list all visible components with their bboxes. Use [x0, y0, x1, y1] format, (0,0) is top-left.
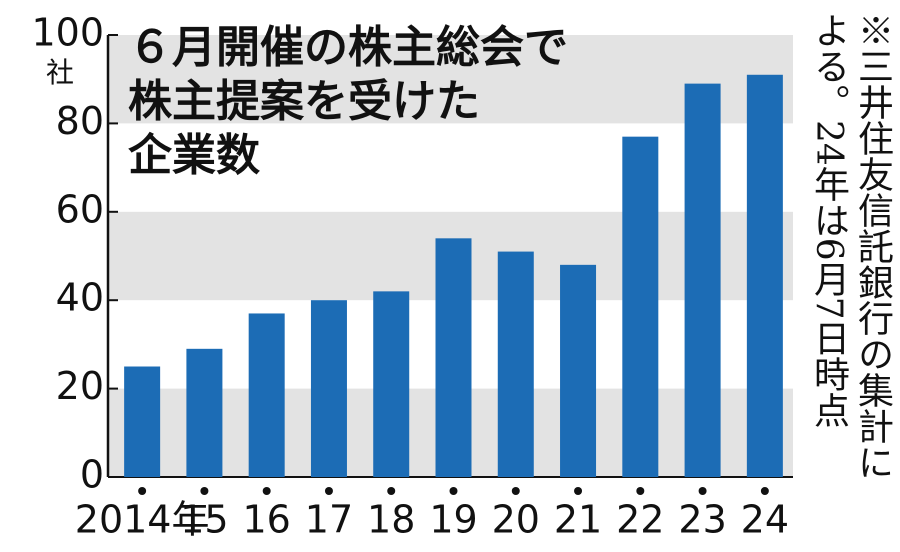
tick-dot — [138, 487, 147, 495]
bar — [124, 366, 161, 477]
note: ※三井住友信託銀行の集計に — [852, 12, 894, 480]
chart-title: ６月開催の株主総会で — [128, 22, 568, 73]
x-tick-label: 19 — [429, 498, 477, 542]
tick-dot — [324, 487, 333, 495]
bar — [373, 291, 410, 477]
y-tick-label: 100 — [31, 11, 104, 55]
x-tick-label: 2014年 — [75, 498, 210, 542]
bar — [746, 74, 783, 477]
note: よる。24年は6月7日時点 — [808, 12, 849, 428]
plot — [106, 34, 793, 478]
bar — [497, 251, 534, 477]
tick-dot — [387, 487, 396, 495]
tick-dot — [200, 487, 209, 495]
bar — [248, 313, 285, 477]
y-tick-label: 0 — [80, 453, 104, 497]
bar — [684, 83, 721, 478]
x-tick-label: 15 — [180, 498, 228, 542]
y-tick-label: 80 — [56, 99, 104, 143]
tick-dot — [698, 487, 707, 495]
tick-dot — [760, 487, 769, 495]
y-tick-label: 60 — [56, 187, 104, 231]
chart-title: 株主提案を受けた — [128, 76, 480, 127]
bar — [560, 264, 597, 477]
bar — [435, 238, 472, 477]
y-tick-label: 20 — [56, 364, 104, 408]
bar — [310, 300, 347, 477]
bar — [622, 136, 659, 477]
x-tick-label: 21 — [554, 498, 602, 542]
x-tick-label: 17 — [305, 498, 353, 542]
x-tick-label: 22 — [616, 498, 664, 542]
unit-label: 社 — [46, 56, 74, 89]
tick-dot — [449, 487, 458, 495]
x-tick-label: 16 — [243, 498, 291, 542]
tick-dot — [636, 487, 645, 495]
x-tick-label: 18 — [367, 498, 415, 542]
tick-dot — [511, 487, 520, 495]
chart-title: 企業数 — [128, 130, 260, 181]
bar — [186, 348, 223, 477]
tick-dot — [262, 487, 271, 495]
x-tick-label: 24 — [741, 498, 789, 542]
x-tick-label: 23 — [678, 498, 726, 542]
grid-band — [108, 35, 793, 124]
x-tick-label: 20 — [492, 498, 540, 542]
y-tick-label: 40 — [56, 276, 104, 320]
tick-dot — [574, 487, 583, 495]
